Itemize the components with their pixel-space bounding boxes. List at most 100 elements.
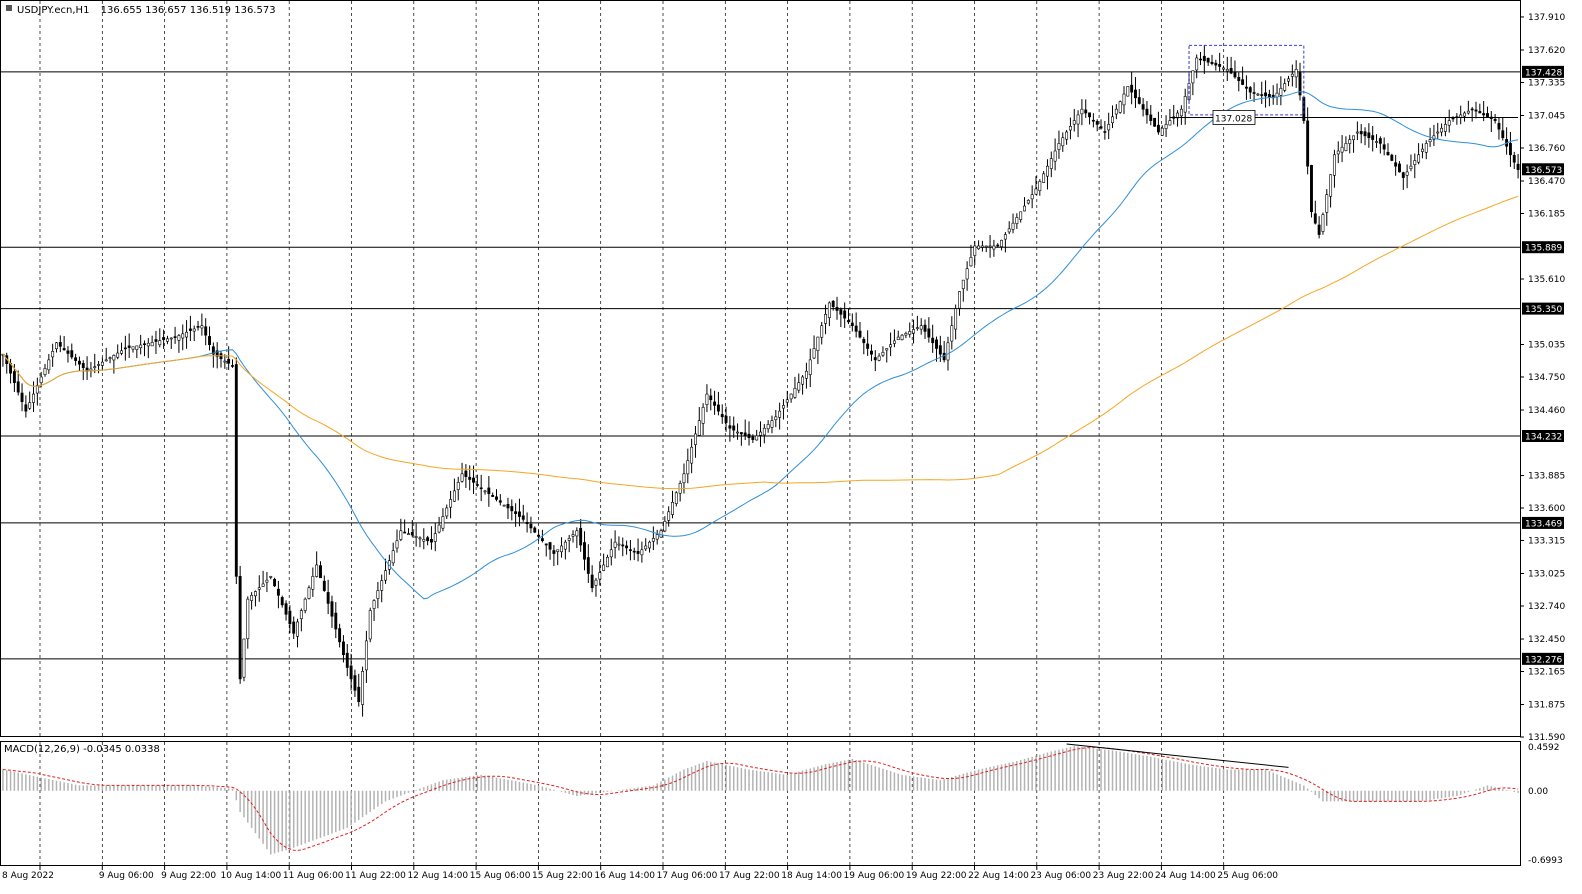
- candle-body: [227, 358, 231, 364]
- candle-body: [502, 504, 506, 507]
- candle-body: [529, 523, 533, 529]
- candle-body: [885, 348, 889, 351]
- candle-body: [55, 342, 58, 350]
- time-tick-label: 19 Aug 06:00: [844, 871, 905, 881]
- candle-body: [912, 329, 915, 334]
- candle-body: [1466, 110, 1470, 114]
- candle-body: [1122, 93, 1126, 106]
- candle-body: [468, 476, 472, 480]
- candle-body: [452, 490, 456, 502]
- candle-body: [288, 610, 292, 625]
- candle-body: [150, 342, 154, 347]
- candle-body: [904, 333, 908, 336]
- candle-body: [1007, 228, 1011, 233]
- candle-body: [762, 427, 766, 436]
- level-price-box: [1522, 65, 1564, 78]
- candle-body: [640, 549, 644, 556]
- price-tick-label: 136.760: [1528, 144, 1565, 154]
- candle-body: [1091, 119, 1095, 122]
- candle-body: [330, 601, 334, 617]
- candle-body: [1206, 57, 1210, 63]
- candle-body: [1183, 96, 1187, 113]
- macd-axis-label: -0.6993: [1528, 856, 1563, 866]
- candle-body: [801, 376, 805, 385]
- candle-body: [977, 245, 981, 250]
- candle-body: [372, 600, 376, 609]
- candle-body: [162, 337, 166, 341]
- candle-body: [759, 431, 762, 436]
- annotation-price-box: [1212, 110, 1256, 125]
- candle-body: [185, 331, 189, 338]
- candle-body: [743, 432, 747, 437]
- candle-body: [544, 543, 548, 546]
- candle-body: [755, 435, 759, 441]
- candle-body: [1451, 117, 1455, 120]
- candle-body: [284, 603, 288, 615]
- candle-body: [1375, 141, 1378, 143]
- price-tick-label: 133.600: [1528, 504, 1565, 514]
- svg-text:USDJPY.ecn,H1 136.655 136.: USDJPY.ecn,H1 136.655 136.657 136.519 13…: [17, 5, 276, 16]
- candle-body: [1218, 64, 1222, 67]
- candle-body: [1290, 73, 1294, 77]
- candle-body: [1256, 93, 1260, 96]
- dropdown-icon[interactable]: [6, 5, 12, 11]
- candle-body: [732, 425, 736, 431]
- candle-body: [1363, 131, 1367, 137]
- candle-body: [854, 325, 858, 332]
- candle-body: [1321, 214, 1325, 232]
- candle-body: [1359, 131, 1363, 135]
- candle-body: [231, 365, 234, 367]
- candle-body: [395, 540, 399, 549]
- candle-body: [770, 420, 774, 428]
- candle-body: [32, 393, 35, 403]
- candle-body: [628, 549, 632, 551]
- candle-body: [1149, 114, 1153, 121]
- candle-body: [112, 355, 116, 361]
- candle-body: [636, 551, 640, 554]
- candle-body: [1390, 154, 1394, 161]
- candle-body: [276, 588, 280, 596]
- price-tick-label: 133.315: [1528, 536, 1565, 546]
- candle-body: [361, 670, 365, 705]
- candle-body: [292, 621, 296, 634]
- time-tick-label: 12 Aug 14:00: [407, 871, 468, 881]
- candle-body: [1195, 57, 1199, 71]
- candle-body: [713, 401, 717, 406]
- level-price-box: [1522, 241, 1564, 254]
- candle-body: [613, 541, 617, 548]
- candle-body: [862, 339, 866, 344]
- candle-body: [1191, 70, 1195, 84]
- candle-body: [384, 570, 387, 581]
- time-tick-label: 15 Aug 06:00: [470, 871, 531, 881]
- candle-body: [1516, 163, 1520, 170]
- candle-body: [1267, 94, 1271, 98]
- candle-body: [1179, 108, 1183, 117]
- candle-body: [560, 545, 563, 553]
- candle-body: [1130, 84, 1134, 93]
- candle-body: [62, 348, 66, 351]
- candle-body: [1019, 211, 1023, 220]
- candle-body: [1038, 181, 1042, 192]
- candle-body: [1072, 120, 1076, 125]
- candle-body: [1417, 154, 1421, 163]
- candle-body: [965, 268, 969, 280]
- candle-body: [674, 492, 678, 504]
- price-tick-label: 137.045: [1528, 112, 1565, 122]
- candle-body: [533, 527, 537, 533]
- candle-body: [223, 360, 227, 363]
- candle-body: [1080, 108, 1084, 115]
- candle-body: [1237, 76, 1241, 82]
- candle-body: [93, 366, 97, 369]
- candle-body: [460, 473, 464, 482]
- candle-body: [269, 576, 273, 578]
- current-price-box: [1522, 163, 1564, 176]
- candle-body: [74, 357, 78, 361]
- candle-body: [1264, 92, 1268, 97]
- candle-body: [1367, 132, 1371, 139]
- level-price-label: 135.350: [1525, 305, 1562, 315]
- candle-body: [319, 565, 322, 579]
- candle-body: [341, 641, 345, 655]
- candle-body: [441, 516, 445, 529]
- level-price-box: [1522, 302, 1564, 315]
